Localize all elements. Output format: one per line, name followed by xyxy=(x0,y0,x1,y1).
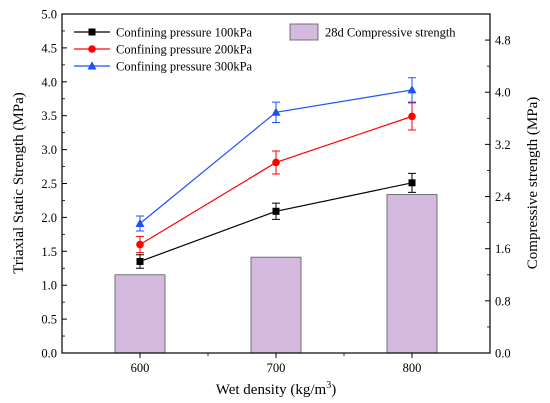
tick-labels-layer: 0.0 0.5 1.0 1.5 2.0 2.5 3.0 3.5 4.0 4.5 5.0 0.0 0.8 1… xyxy=(41,8,511,376)
legend: Confining pressure 100kPa Confining press… xyxy=(74,23,456,74)
ticks-layer xyxy=(62,13,490,358)
legend-label-1: Confining pressure 100kPa xyxy=(116,26,253,40)
y-axis-title-right: Compressive strength (MPa) xyxy=(525,97,541,269)
legend-label-2: Confining pressure 200kPa xyxy=(116,43,253,57)
y-tick-label-left: 2.0 xyxy=(41,211,57,225)
legend-label-3: Confining pressure 300kPa xyxy=(116,60,253,74)
bar-700 xyxy=(250,256,302,354)
legend-marker-3 xyxy=(87,61,97,70)
y-tick-label-right: 4.8 xyxy=(495,34,511,48)
marker-s1-800 xyxy=(408,179,416,187)
marker-s3-700 xyxy=(271,107,281,116)
y-axis-title-left: Triaxial Static Strength (MPa) xyxy=(11,92,27,274)
y-tick-label-right: 3.2 xyxy=(495,138,511,152)
x-axis-title: Wet density (kg/m3) xyxy=(216,380,336,398)
x-tick-label: 800 xyxy=(403,361,422,375)
legend-marker-1 xyxy=(88,28,96,36)
marker-s2-600 xyxy=(136,240,144,249)
legend-bar-swatch xyxy=(289,23,319,41)
y-tick-label-left: 1.0 xyxy=(41,279,57,293)
y-tick-label-left: 3.0 xyxy=(41,143,57,157)
y-tick-label-right: 0.8 xyxy=(495,294,511,308)
legend-label-bars: 28d Compressive strength xyxy=(325,26,456,40)
y-tick-label-left: 5.0 xyxy=(41,8,57,22)
bar-600 xyxy=(114,274,166,354)
y-tick-label-right: 1.6 xyxy=(495,242,511,256)
x-axis-title-main: Wet density (kg/m xyxy=(216,382,327,398)
marker-s2-700 xyxy=(272,158,280,167)
y-tick-label-left: 0.0 xyxy=(41,347,57,361)
error-bars-layer xyxy=(136,77,416,269)
marker-s1-700 xyxy=(272,207,280,215)
series-line-1 xyxy=(139,182,413,263)
legend-marker-2 xyxy=(88,45,96,53)
bars-layer xyxy=(114,194,438,354)
series-markers-layer xyxy=(135,85,417,265)
x-tick-label: 600 xyxy=(131,361,150,375)
y-tick-label-left: 3.5 xyxy=(41,109,57,123)
y-tick-label-left: 4.0 xyxy=(41,75,57,89)
y-tick-label-left: 4.5 xyxy=(41,41,57,55)
x-tick-label: 700 xyxy=(267,361,286,375)
bar-800 xyxy=(386,194,438,354)
marker-s3-600 xyxy=(135,218,145,228)
marker-s2-800 xyxy=(408,112,416,121)
y-tick-label-left: 0.5 xyxy=(41,313,57,327)
y-tick-label-left: 1.5 xyxy=(41,245,57,259)
marker-s3-800 xyxy=(407,85,417,94)
y-tick-label-right: 2.4 xyxy=(495,190,511,204)
series-line-2 xyxy=(139,115,413,246)
y-tick-label-right: 0.0 xyxy=(495,347,511,361)
x-axis-title-tail: ) xyxy=(331,382,336,398)
x-axis-title-sup: 3 xyxy=(326,380,331,391)
y-tick-label-left: 2.5 xyxy=(41,177,57,191)
y-tick-label-right: 4.0 xyxy=(495,86,511,100)
marker-s1-600 xyxy=(136,257,144,265)
